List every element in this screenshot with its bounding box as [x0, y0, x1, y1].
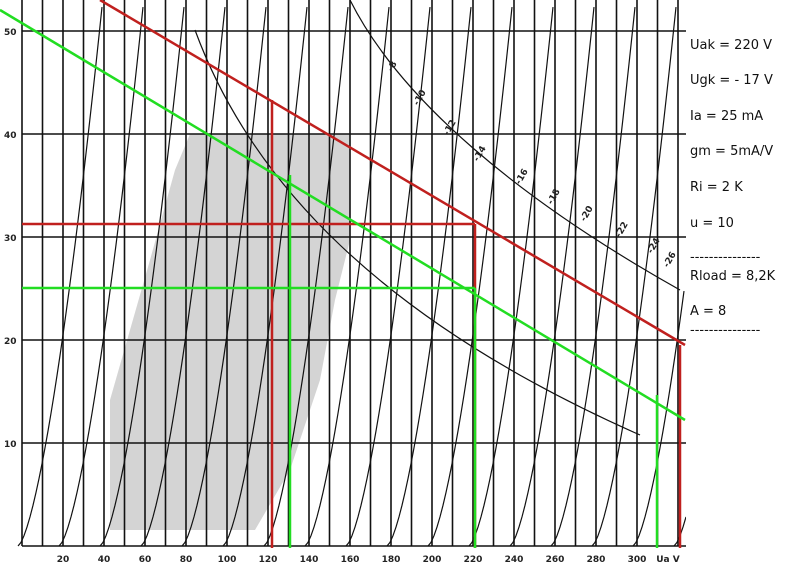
characteristic-curve: [468, 7, 554, 547]
note: ---------------: [690, 323, 761, 338]
characteristic-curve: [99, 7, 185, 547]
characteristic-curve: [427, 7, 513, 547]
characteristic-curve: [17, 7, 103, 547]
x-tick-label: 120: [259, 555, 278, 565]
x-tick-label: 280: [587, 555, 606, 565]
y-tick-label: 10: [4, 440, 17, 450]
x-tick-label: 100: [218, 555, 237, 565]
y-tick-label: 40: [4, 131, 17, 141]
note: ---------------: [690, 250, 761, 265]
x-tick-label: 80: [180, 555, 193, 565]
x-tick-label: 220: [464, 555, 483, 565]
green-lines: [0, 8, 686, 548]
dissipation-curve: [194, 29, 641, 436]
note: Ri = 2 K: [690, 180, 743, 195]
x-tick-label: 160: [341, 555, 360, 565]
x-tick-label: 200: [423, 555, 442, 565]
curve-label: -8: [386, 60, 400, 74]
x-tick-label: 180: [382, 555, 401, 565]
x-tick-label: 260: [546, 555, 565, 565]
grid: [21, 0, 686, 547]
note: Uak = 220 V: [690, 38, 772, 53]
note: Rload = 8,2K: [690, 269, 776, 284]
characteristic-curve: [509, 7, 595, 547]
note: u = 10: [690, 216, 734, 231]
characteristic-curve: [222, 7, 308, 547]
x-tick-label: 40: [98, 555, 111, 565]
max-dissipation-curve: [349, 0, 681, 291]
y-tick-label: 20: [4, 337, 17, 347]
characteristic-curve: [263, 7, 349, 547]
load-line: [0, 8, 686, 422]
x-axis-label: Ua V: [656, 555, 680, 565]
x-tick-label: 20: [57, 555, 70, 565]
note: Ugk = - 17 V: [690, 73, 773, 88]
notes: Uak = 220 V Ugk = - 17 V Ia = 25 mA gm = 5m…: [686, 0, 798, 586]
characteristic-curve: [632, 291, 685, 547]
characteristic-curve: [58, 7, 144, 547]
characteristic-curve: [591, 7, 677, 547]
x-tick-label: 60: [139, 555, 152, 565]
characteristic-curve: [550, 7, 636, 547]
characteristic-curve: [345, 7, 431, 547]
x-tick-label: 300: [628, 555, 647, 565]
x-tick-label: 140: [300, 555, 319, 565]
x-tick-label: 240: [505, 555, 524, 565]
load-line: [99, 0, 686, 347]
characteristic-curve: [304, 7, 390, 547]
y-tick-label: 30: [4, 234, 17, 244]
characteristic-curve: [386, 7, 472, 547]
note: Ia = 25 mA: [690, 109, 763, 124]
note: A = 8: [690, 304, 726, 319]
note: gm = 5mA/V: [690, 144, 773, 159]
characteristic-curve: [181, 7, 267, 547]
y-tick-label: 50: [4, 28, 17, 38]
notes-panel: [686, 0, 798, 586]
